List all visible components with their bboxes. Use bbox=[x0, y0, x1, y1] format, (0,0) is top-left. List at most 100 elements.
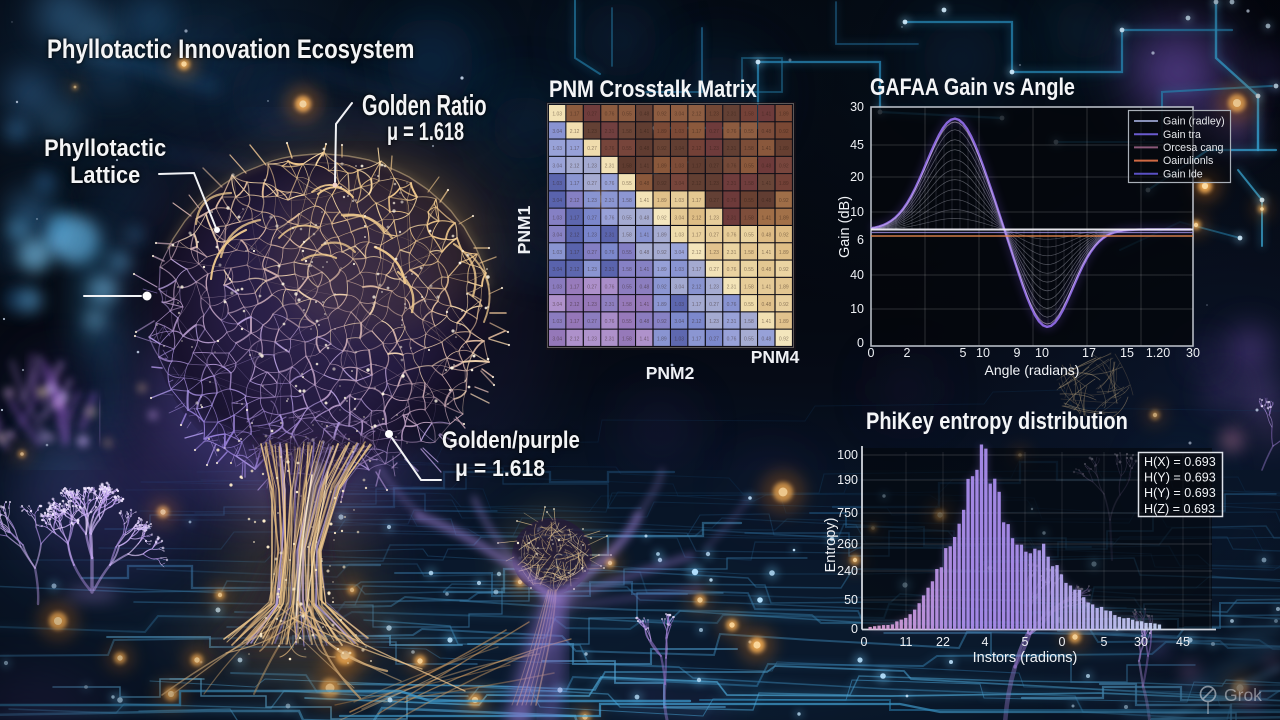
svg-text:3.04: 3.04 bbox=[552, 302, 562, 308]
svg-text:1.17: 1.17 bbox=[570, 146, 580, 152]
svg-text:10: 10 bbox=[976, 346, 990, 360]
svg-text:0.27: 0.27 bbox=[587, 112, 597, 118]
svg-text:1.41: 1.41 bbox=[640, 129, 650, 135]
svg-text:1.89: 1.89 bbox=[657, 336, 667, 342]
svg-text:1.20: 1.20 bbox=[1146, 346, 1170, 360]
svg-text:1.58: 1.58 bbox=[744, 112, 754, 118]
svg-text:1.41: 1.41 bbox=[640, 302, 650, 308]
svg-text:2.12: 2.12 bbox=[570, 198, 580, 204]
svg-text:0.55: 0.55 bbox=[744, 129, 754, 135]
svg-text:0.76: 0.76 bbox=[727, 198, 737, 204]
svg-text:2.12: 2.12 bbox=[570, 302, 580, 308]
svg-text:1.58: 1.58 bbox=[744, 181, 754, 187]
svg-text:1.41: 1.41 bbox=[640, 164, 650, 170]
svg-text:1.23: 1.23 bbox=[709, 319, 719, 325]
svg-text:1.03: 1.03 bbox=[674, 198, 684, 204]
svg-text:15: 15 bbox=[1120, 346, 1134, 360]
svg-text:2: 2 bbox=[904, 346, 911, 360]
svg-text:0.76: 0.76 bbox=[605, 250, 615, 256]
svg-text:0.27: 0.27 bbox=[587, 319, 597, 325]
svg-text:1.89: 1.89 bbox=[779, 181, 789, 187]
svg-text:2.12: 2.12 bbox=[570, 129, 580, 135]
svg-text:1.41: 1.41 bbox=[640, 233, 650, 239]
svg-text:Entropy): Entropy) bbox=[823, 518, 839, 573]
svg-text:H(X) = 0.693: H(X) = 0.693 bbox=[1144, 455, 1216, 469]
svg-text:1.03: 1.03 bbox=[552, 181, 562, 187]
svg-text:1.17: 1.17 bbox=[692, 198, 702, 204]
svg-text:1.03: 1.03 bbox=[552, 112, 562, 118]
svg-text:1.23: 1.23 bbox=[587, 129, 597, 135]
svg-text:Angle (radians): Angle (radians) bbox=[985, 362, 1080, 378]
svg-text:1.17: 1.17 bbox=[570, 285, 580, 291]
svg-text:GAFAA Gain vs Angle: GAFAA Gain vs Angle bbox=[870, 73, 1075, 100]
svg-text:2.31: 2.31 bbox=[727, 285, 737, 291]
svg-text:1.89: 1.89 bbox=[657, 198, 667, 204]
svg-text:2.12: 2.12 bbox=[692, 215, 702, 221]
svg-text:0.76: 0.76 bbox=[727, 336, 737, 342]
svg-text:PNM2: PNM2 bbox=[646, 363, 695, 383]
svg-text:1.17: 1.17 bbox=[570, 319, 580, 325]
svg-text:0.48: 0.48 bbox=[640, 250, 650, 256]
svg-text:1.41: 1.41 bbox=[640, 198, 650, 204]
svg-text:Oairulionls: Oairulionls bbox=[1163, 155, 1214, 167]
svg-text:1.41: 1.41 bbox=[640, 336, 650, 342]
svg-text:4: 4 bbox=[982, 635, 989, 649]
svg-text:2.12: 2.12 bbox=[692, 181, 702, 187]
svg-text:0.76: 0.76 bbox=[605, 146, 615, 152]
svg-text:5: 5 bbox=[960, 346, 967, 360]
svg-text:1.03: 1.03 bbox=[674, 267, 684, 273]
svg-text:0.48: 0.48 bbox=[762, 336, 772, 342]
svg-text:0.76: 0.76 bbox=[605, 181, 615, 187]
svg-text:0.55: 0.55 bbox=[622, 181, 632, 187]
svg-text:Gain tra: Gain tra bbox=[1163, 129, 1202, 141]
svg-text:0.48: 0.48 bbox=[640, 285, 650, 291]
svg-text:0.55: 0.55 bbox=[622, 215, 632, 221]
svg-text:0.55: 0.55 bbox=[744, 164, 754, 170]
svg-text:1.89: 1.89 bbox=[779, 112, 789, 118]
svg-text:1.23: 1.23 bbox=[587, 267, 597, 273]
svg-text:1.58: 1.58 bbox=[744, 250, 754, 256]
svg-text:1.41: 1.41 bbox=[762, 112, 772, 118]
svg-text:1.41: 1.41 bbox=[762, 285, 772, 291]
svg-text:3.04: 3.04 bbox=[674, 146, 684, 152]
svg-text:0.55: 0.55 bbox=[622, 319, 632, 325]
svg-text:2.31: 2.31 bbox=[605, 198, 615, 204]
svg-text:0.27: 0.27 bbox=[709, 129, 719, 135]
svg-text:0.76: 0.76 bbox=[727, 267, 737, 273]
svg-text:0.27: 0.27 bbox=[709, 267, 719, 273]
svg-text:1.23: 1.23 bbox=[587, 164, 597, 170]
svg-text:1.58: 1.58 bbox=[622, 198, 632, 204]
svg-text:Instors (radions): Instors (radions) bbox=[973, 650, 1078, 666]
svg-text:0.48: 0.48 bbox=[762, 302, 772, 308]
svg-text:1.17: 1.17 bbox=[570, 215, 580, 221]
svg-text:1.03: 1.03 bbox=[674, 129, 684, 135]
svg-text:H(Y) = 0.693: H(Y) = 0.693 bbox=[1144, 486, 1216, 500]
svg-text:2.12: 2.12 bbox=[570, 267, 580, 273]
svg-text:0.55: 0.55 bbox=[622, 146, 632, 152]
svg-text:0.27: 0.27 bbox=[587, 181, 597, 187]
svg-text:2.31: 2.31 bbox=[727, 146, 737, 152]
svg-text:1.23: 1.23 bbox=[587, 198, 597, 204]
svg-text:2.31: 2.31 bbox=[727, 112, 737, 118]
svg-text:2.31: 2.31 bbox=[727, 250, 737, 256]
svg-text:750: 750 bbox=[837, 506, 858, 520]
svg-text:0.55: 0.55 bbox=[744, 302, 754, 308]
svg-text:2.31: 2.31 bbox=[605, 267, 615, 273]
svg-text:0.48: 0.48 bbox=[640, 215, 650, 221]
svg-text:3.04: 3.04 bbox=[552, 164, 562, 170]
svg-text:2.12: 2.12 bbox=[570, 233, 580, 239]
svg-text:0.92: 0.92 bbox=[779, 267, 789, 273]
svg-text:3.04: 3.04 bbox=[552, 267, 562, 273]
svg-text:2.12: 2.12 bbox=[692, 250, 702, 256]
svg-text:1.17: 1.17 bbox=[692, 302, 702, 308]
svg-text:0.55: 0.55 bbox=[744, 336, 754, 342]
svg-text:2.31: 2.31 bbox=[605, 129, 615, 135]
svg-text:6: 6 bbox=[857, 233, 864, 247]
svg-text:0.92: 0.92 bbox=[779, 129, 789, 135]
svg-text:1.89: 1.89 bbox=[657, 267, 667, 273]
svg-text:1.58: 1.58 bbox=[744, 146, 754, 152]
svg-text:1.17: 1.17 bbox=[570, 181, 580, 187]
svg-text:1.58: 1.58 bbox=[744, 319, 754, 325]
svg-text:10: 10 bbox=[1035, 346, 1049, 360]
svg-text:1.23: 1.23 bbox=[709, 285, 719, 291]
